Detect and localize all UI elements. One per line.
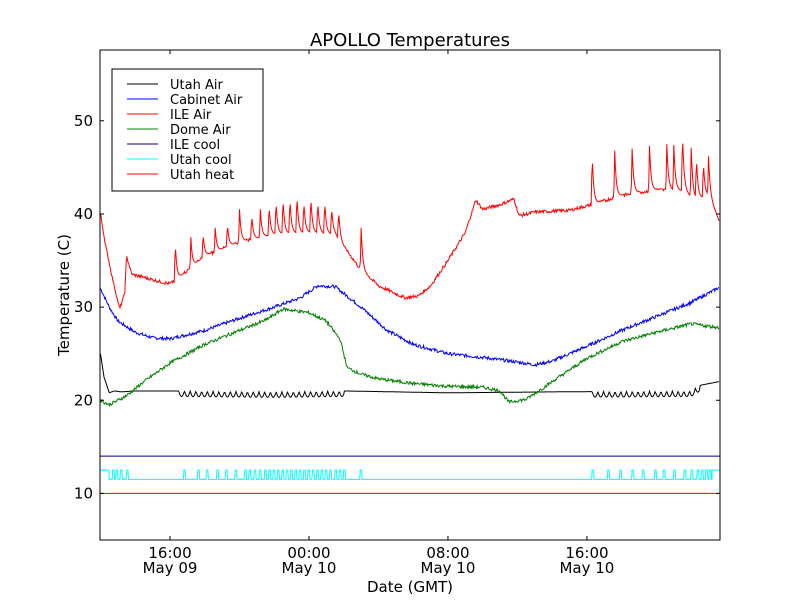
legend-label-ile-air: ILE Air xyxy=(170,108,212,123)
legend-label-ile-cool: ILE cool xyxy=(170,138,220,153)
legend-box xyxy=(111,68,264,192)
series-line-ile-air xyxy=(100,143,720,310)
series-line-cabinet-air xyxy=(100,284,720,368)
legend-label-dome-air: Dome Air xyxy=(170,123,231,138)
y-tick-label: 50 xyxy=(74,112,93,130)
x-tick-label-time: 00:00 xyxy=(287,544,330,562)
legend-label-utah-air: Utah Air xyxy=(170,78,223,93)
x-tick-label-time: 08:00 xyxy=(426,544,469,562)
x-tick-label-time: 16:00 xyxy=(148,544,191,562)
y-tick-label: 20 xyxy=(74,391,93,409)
y-tick-label: 30 xyxy=(74,298,93,316)
series-line-utah-air xyxy=(100,353,720,398)
plot-area xyxy=(100,143,720,494)
series-layer xyxy=(100,143,720,494)
x-tick-label-date: May 09 xyxy=(143,559,198,577)
legend-label-utah-cool: Utah cool xyxy=(170,153,232,168)
chart-title: APOLLO Temperatures xyxy=(310,30,510,51)
x-tick-label-time: 16:00 xyxy=(565,544,608,562)
x-axis-label: Date (GMT) xyxy=(367,578,453,596)
y-axis: 10 20 30 40 50 xyxy=(74,112,720,502)
x-tick-label-date: May 10 xyxy=(282,559,337,577)
y-tick-label: 40 xyxy=(74,205,93,223)
legend-label-cabinet-air: Cabinet Air xyxy=(170,93,243,108)
plot-frame xyxy=(99,49,721,541)
series-line-utah-cool xyxy=(100,469,720,480)
legend-label-utah-heat: Utah heat xyxy=(170,168,234,183)
x-tick-label-date: May 10 xyxy=(559,559,614,577)
x-tick-label-date: May 10 xyxy=(421,559,476,577)
series-line-dome-air xyxy=(100,306,720,407)
y-tick-label: 10 xyxy=(74,484,93,502)
y-axis-label: Temperature (C) xyxy=(55,234,73,357)
